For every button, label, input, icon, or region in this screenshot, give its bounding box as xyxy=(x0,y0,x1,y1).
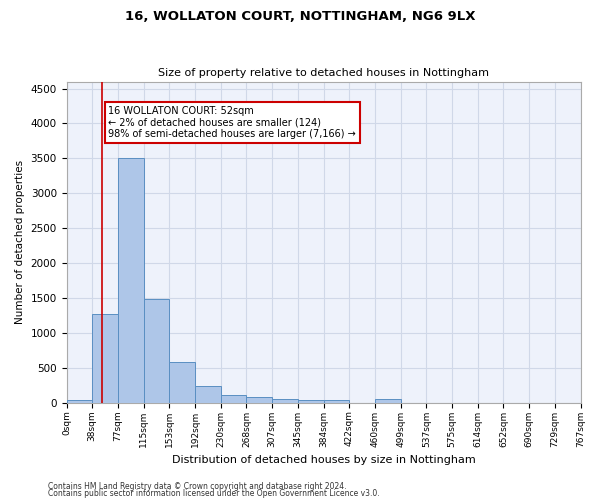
Bar xyxy=(143,300,169,403)
Bar xyxy=(169,362,195,403)
Bar xyxy=(298,400,323,402)
Title: Size of property relative to detached houses in Nottingham: Size of property relative to detached ho… xyxy=(158,68,489,78)
Text: Contains HM Land Registry data © Crown copyright and database right 2024.: Contains HM Land Registry data © Crown c… xyxy=(48,482,347,491)
Y-axis label: Number of detached properties: Number of detached properties xyxy=(15,160,25,324)
Text: 16, WOLLATON COURT, NOTTINGHAM, NG6 9LX: 16, WOLLATON COURT, NOTTINGHAM, NG6 9LX xyxy=(125,10,475,23)
Bar xyxy=(323,400,349,402)
Bar xyxy=(221,395,247,402)
Text: Contains public sector information licensed under the Open Government Licence v3: Contains public sector information licen… xyxy=(48,490,380,498)
Bar xyxy=(67,400,92,402)
Bar xyxy=(375,399,401,402)
Bar xyxy=(118,158,143,402)
X-axis label: Distribution of detached houses by size in Nottingham: Distribution of detached houses by size … xyxy=(172,455,475,465)
Bar xyxy=(92,314,118,402)
Bar xyxy=(247,397,272,402)
Bar xyxy=(195,386,221,402)
Text: 16 WOLLATON COURT: 52sqm
← 2% of detached houses are smaller (124)
98% of semi-d: 16 WOLLATON COURT: 52sqm ← 2% of detache… xyxy=(109,106,356,139)
Bar xyxy=(272,399,298,402)
